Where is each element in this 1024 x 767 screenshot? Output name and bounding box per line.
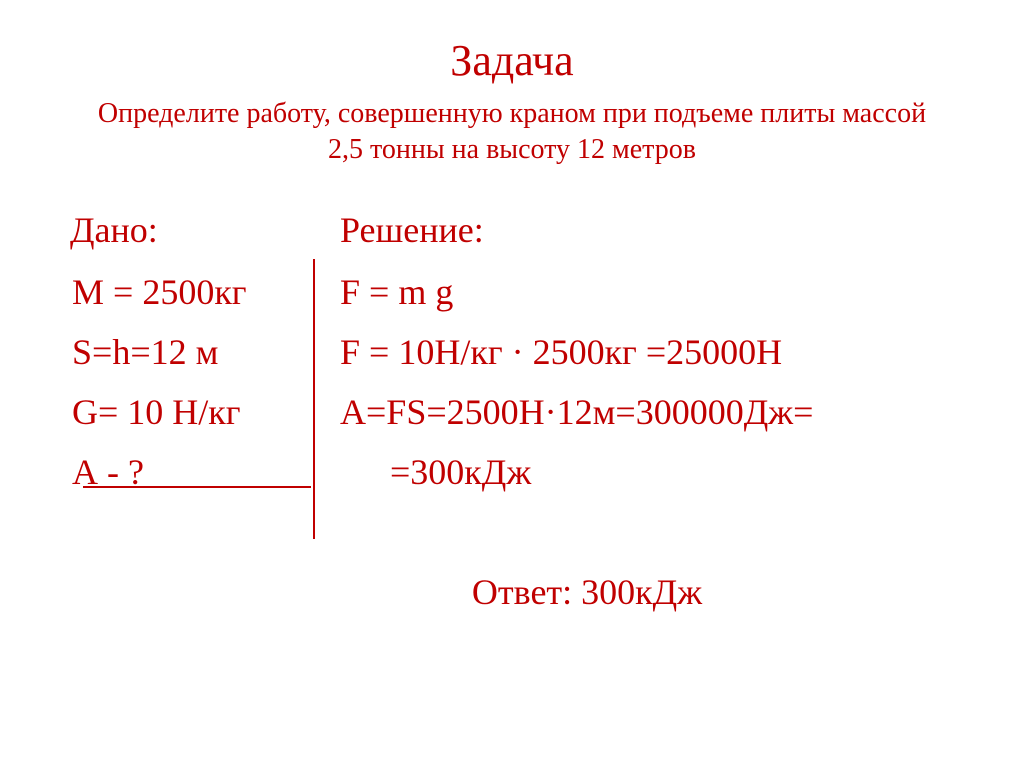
given-line: S=h=12 м bbox=[70, 331, 295, 373]
slide-container: Задача Определите работу, совершенную кр… bbox=[0, 0, 1024, 767]
problem-content: Дано: М = 2500кг S=h=12 м G= 10 Н/кг А -… bbox=[70, 209, 954, 511]
solution-line: F = m g bbox=[340, 271, 954, 313]
problem-statement: Определите работу, совершенную краном пр… bbox=[70, 96, 954, 169]
given-line: М = 2500кг bbox=[70, 271, 295, 313]
solution-label: Решение: bbox=[340, 209, 954, 251]
given-line: G= 10 Н/кг bbox=[70, 391, 295, 433]
solution-line: А=FS=2500Н·12м=300000Дж= bbox=[340, 391, 954, 433]
solution-section: Решение: F = m g F = 10Н/кг · 2500кг =25… bbox=[315, 209, 954, 511]
find-line: А - ? bbox=[70, 451, 295, 493]
given-section: Дано: М = 2500кг S=h=12 м G= 10 Н/кг А -… bbox=[70, 209, 315, 511]
answer: Ответ: 300кДж bbox=[70, 571, 954, 613]
solution-line: F = 10Н/кг · 2500кг =25000Н bbox=[340, 331, 954, 373]
problem-title: Задача bbox=[70, 35, 954, 86]
given-label: Дано: bbox=[70, 209, 295, 251]
solution-line: =300кДж bbox=[340, 451, 954, 493]
